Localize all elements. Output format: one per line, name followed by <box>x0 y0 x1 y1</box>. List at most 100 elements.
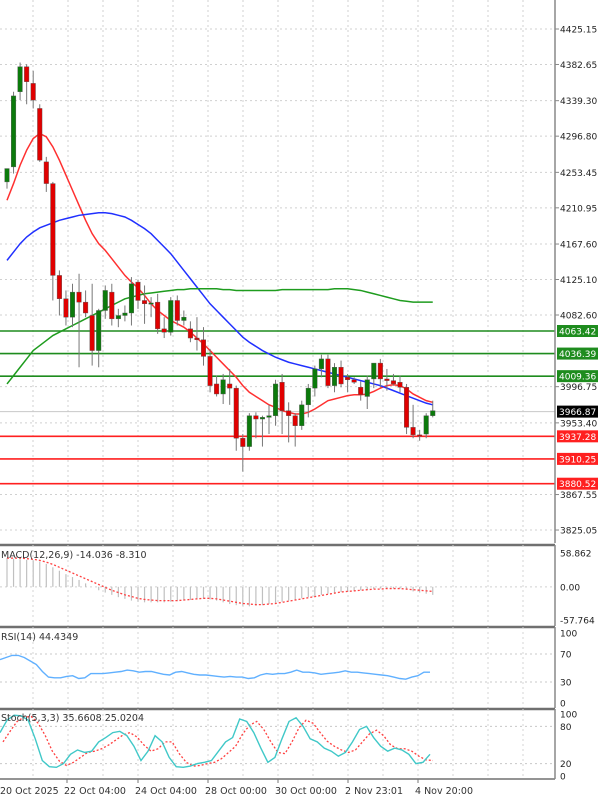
candle-body[interactable] <box>423 415 429 435</box>
macd-panel[interactable]: 58.862 0.00 -57.764 MACD(12,26,9) -14.036 -… <box>0 543 595 627</box>
level-price-tag <box>557 347 598 360</box>
moving-average-line <box>6 212 433 406</box>
candle-body[interactable] <box>187 328 193 339</box>
level-price-tag <box>557 477 598 490</box>
candle-body[interactable] <box>318 358 324 370</box>
candle-body[interactable] <box>63 298 69 318</box>
level-price-tag <box>557 325 598 338</box>
candle-body[interactable] <box>253 415 259 420</box>
candle-body[interactable] <box>299 404 305 426</box>
candle-body[interactable] <box>102 290 108 311</box>
candle-body[interactable] <box>109 291 115 320</box>
candle-body[interactable] <box>30 83 36 101</box>
candle-body[interactable] <box>305 387 311 406</box>
candle-body[interactable] <box>358 387 364 396</box>
candle-body[interactable] <box>4 168 10 183</box>
candle-body[interactable] <box>24 66 30 82</box>
candle-body[interactable] <box>390 380 396 385</box>
candle-body[interactable] <box>430 410 436 416</box>
candle-body[interactable] <box>233 387 239 439</box>
candle-body[interactable] <box>325 358 331 386</box>
candle-body[interactable] <box>161 328 167 333</box>
stochastic-panel[interactable]: 100 80 20 0 Stoch(5,3,3) 35.6608 25.0204 <box>0 707 577 783</box>
candle-body[interactable] <box>273 383 279 416</box>
stoch-d-line <box>2 715 434 767</box>
time-label: 22 Oct 04:00 <box>64 786 126 797</box>
macd-tick-label: -57.764 <box>560 617 595 627</box>
candle-body[interactable] <box>279 382 285 411</box>
candle-body[interactable] <box>266 415 272 418</box>
stoch-tick-label: 0 <box>560 773 566 783</box>
candle-body[interactable] <box>89 315 95 351</box>
candle-body[interactable] <box>96 310 102 351</box>
level-price-label: 3910.25 <box>559 455 596 465</box>
candle-body[interactable] <box>69 291 75 318</box>
candle-body[interactable] <box>128 283 134 314</box>
rsi-tick-label: 30 <box>560 679 572 689</box>
candle-body[interactable] <box>115 315 121 320</box>
candle-body[interactable] <box>155 301 161 330</box>
stoch-tick-label: 20 <box>560 760 572 770</box>
candle-body[interactable] <box>345 377 351 380</box>
rsi-line <box>0 654 430 680</box>
candle-body[interactable] <box>371 362 377 380</box>
candle-body[interactable] <box>227 383 233 389</box>
macd-title: MACD(12,26,9) -14.036 -8.310 <box>1 550 146 561</box>
candle-body[interactable] <box>410 427 416 436</box>
candle-body[interactable] <box>207 356 213 386</box>
price-tick-label: 4210.95 <box>560 204 597 214</box>
candle-body[interactable] <box>194 337 200 340</box>
candle-body[interactable] <box>214 383 220 395</box>
time-axis: 20 Oct 2025 22 Oct 04:00 24 Oct 04:00 28 Oc… <box>0 779 473 797</box>
candle-body[interactable] <box>351 379 357 383</box>
candle-body[interactable] <box>220 379 226 395</box>
level-price-label: 3880.52 <box>559 480 596 490</box>
candle-body[interactable] <box>332 367 338 386</box>
macd-tick-label: 58.862 <box>560 550 592 560</box>
candle-body[interactable] <box>37 108 43 161</box>
candle-body[interactable] <box>83 301 89 314</box>
candle-body[interactable] <box>338 367 344 385</box>
rsi-panel[interactable]: 100 70 30 0 RSI(14) 44.4349 <box>0 625 577 710</box>
stoch-k-line <box>0 714 431 769</box>
candle-body[interactable] <box>50 183 56 276</box>
candle-body[interactable] <box>17 66 23 92</box>
candle-body[interactable] <box>292 415 298 426</box>
candle-body[interactable] <box>312 368 318 389</box>
candle-body[interactable] <box>404 387 410 428</box>
candle-body[interactable] <box>417 434 423 437</box>
time-label: 30 Oct 00:00 <box>275 786 337 797</box>
candle-body[interactable] <box>148 302 154 305</box>
candle-body[interactable] <box>397 382 403 388</box>
candle-body[interactable] <box>56 275 62 299</box>
candle-body[interactable] <box>181 316 187 321</box>
price-tick-label: 4125.10 <box>560 276 597 286</box>
candle-body[interactable] <box>259 417 265 420</box>
candle-body[interactable] <box>168 300 174 333</box>
candle-body[interactable] <box>76 291 82 303</box>
candle-body[interactable] <box>135 281 141 301</box>
candle-body[interactable] <box>142 300 148 305</box>
candle-body[interactable] <box>240 438 246 447</box>
candle-body[interactable] <box>377 362 383 380</box>
candle-body[interactable] <box>122 312 128 316</box>
candle-body[interactable] <box>43 161 49 184</box>
candle-body[interactable] <box>364 379 370 397</box>
candle-body[interactable] <box>246 415 252 447</box>
candle-body[interactable] <box>11 95 17 168</box>
level-price-label: 4036.39 <box>559 350 596 360</box>
stoch-title: Stoch(5,3,3) 35.6608 25.0204 <box>1 713 144 724</box>
candle-body[interactable] <box>286 410 292 416</box>
price-tick-label: 4382.65 <box>560 61 597 71</box>
level-price-tag <box>557 370 598 383</box>
time-label: 4 Nov 20:00 <box>415 786 473 797</box>
rsi-tick-label: 0 <box>560 700 566 710</box>
candle-body[interactable] <box>200 339 206 357</box>
rsi-tick-label: 70 <box>560 651 572 661</box>
candle-body[interactable] <box>174 300 180 321</box>
level-price-label: 3937.28 <box>559 433 596 443</box>
price-panel[interactable]: 4425.15 4382.65 4339.30 4296.80 4253.45 4210.… <box>0 0 598 543</box>
time-label: 20 Oct 2025 <box>0 786 59 797</box>
candle-body[interactable] <box>384 378 390 381</box>
